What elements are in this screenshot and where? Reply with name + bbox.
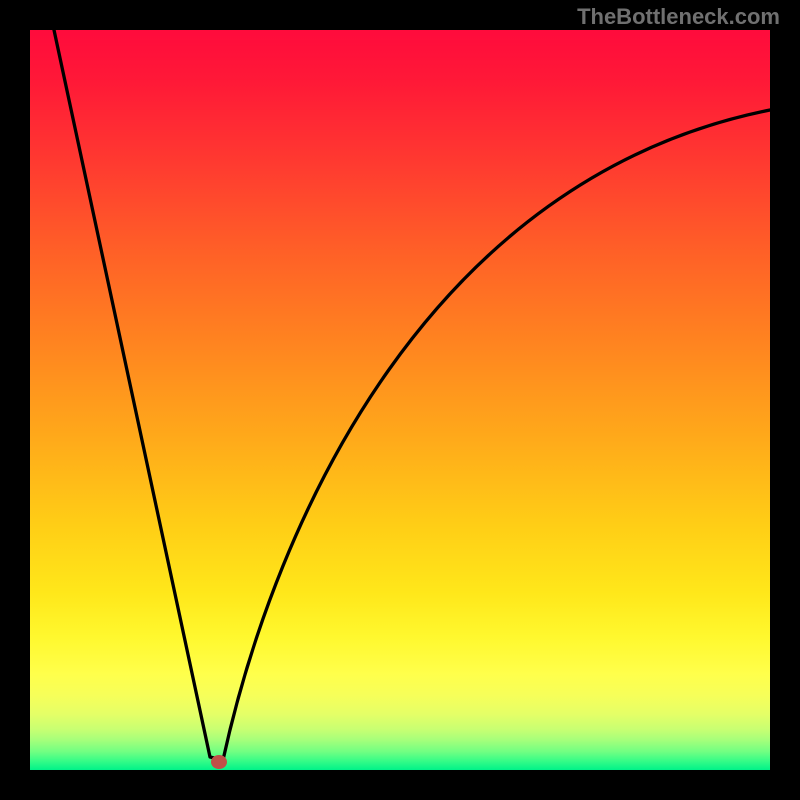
minimum-marker-dot xyxy=(211,755,227,769)
plot-area-gradient xyxy=(30,30,770,770)
watermark-text: TheBottleneck.com xyxy=(577,4,780,30)
chart-root: TheBottleneck.com xyxy=(0,0,800,800)
chart-svg xyxy=(0,0,800,800)
